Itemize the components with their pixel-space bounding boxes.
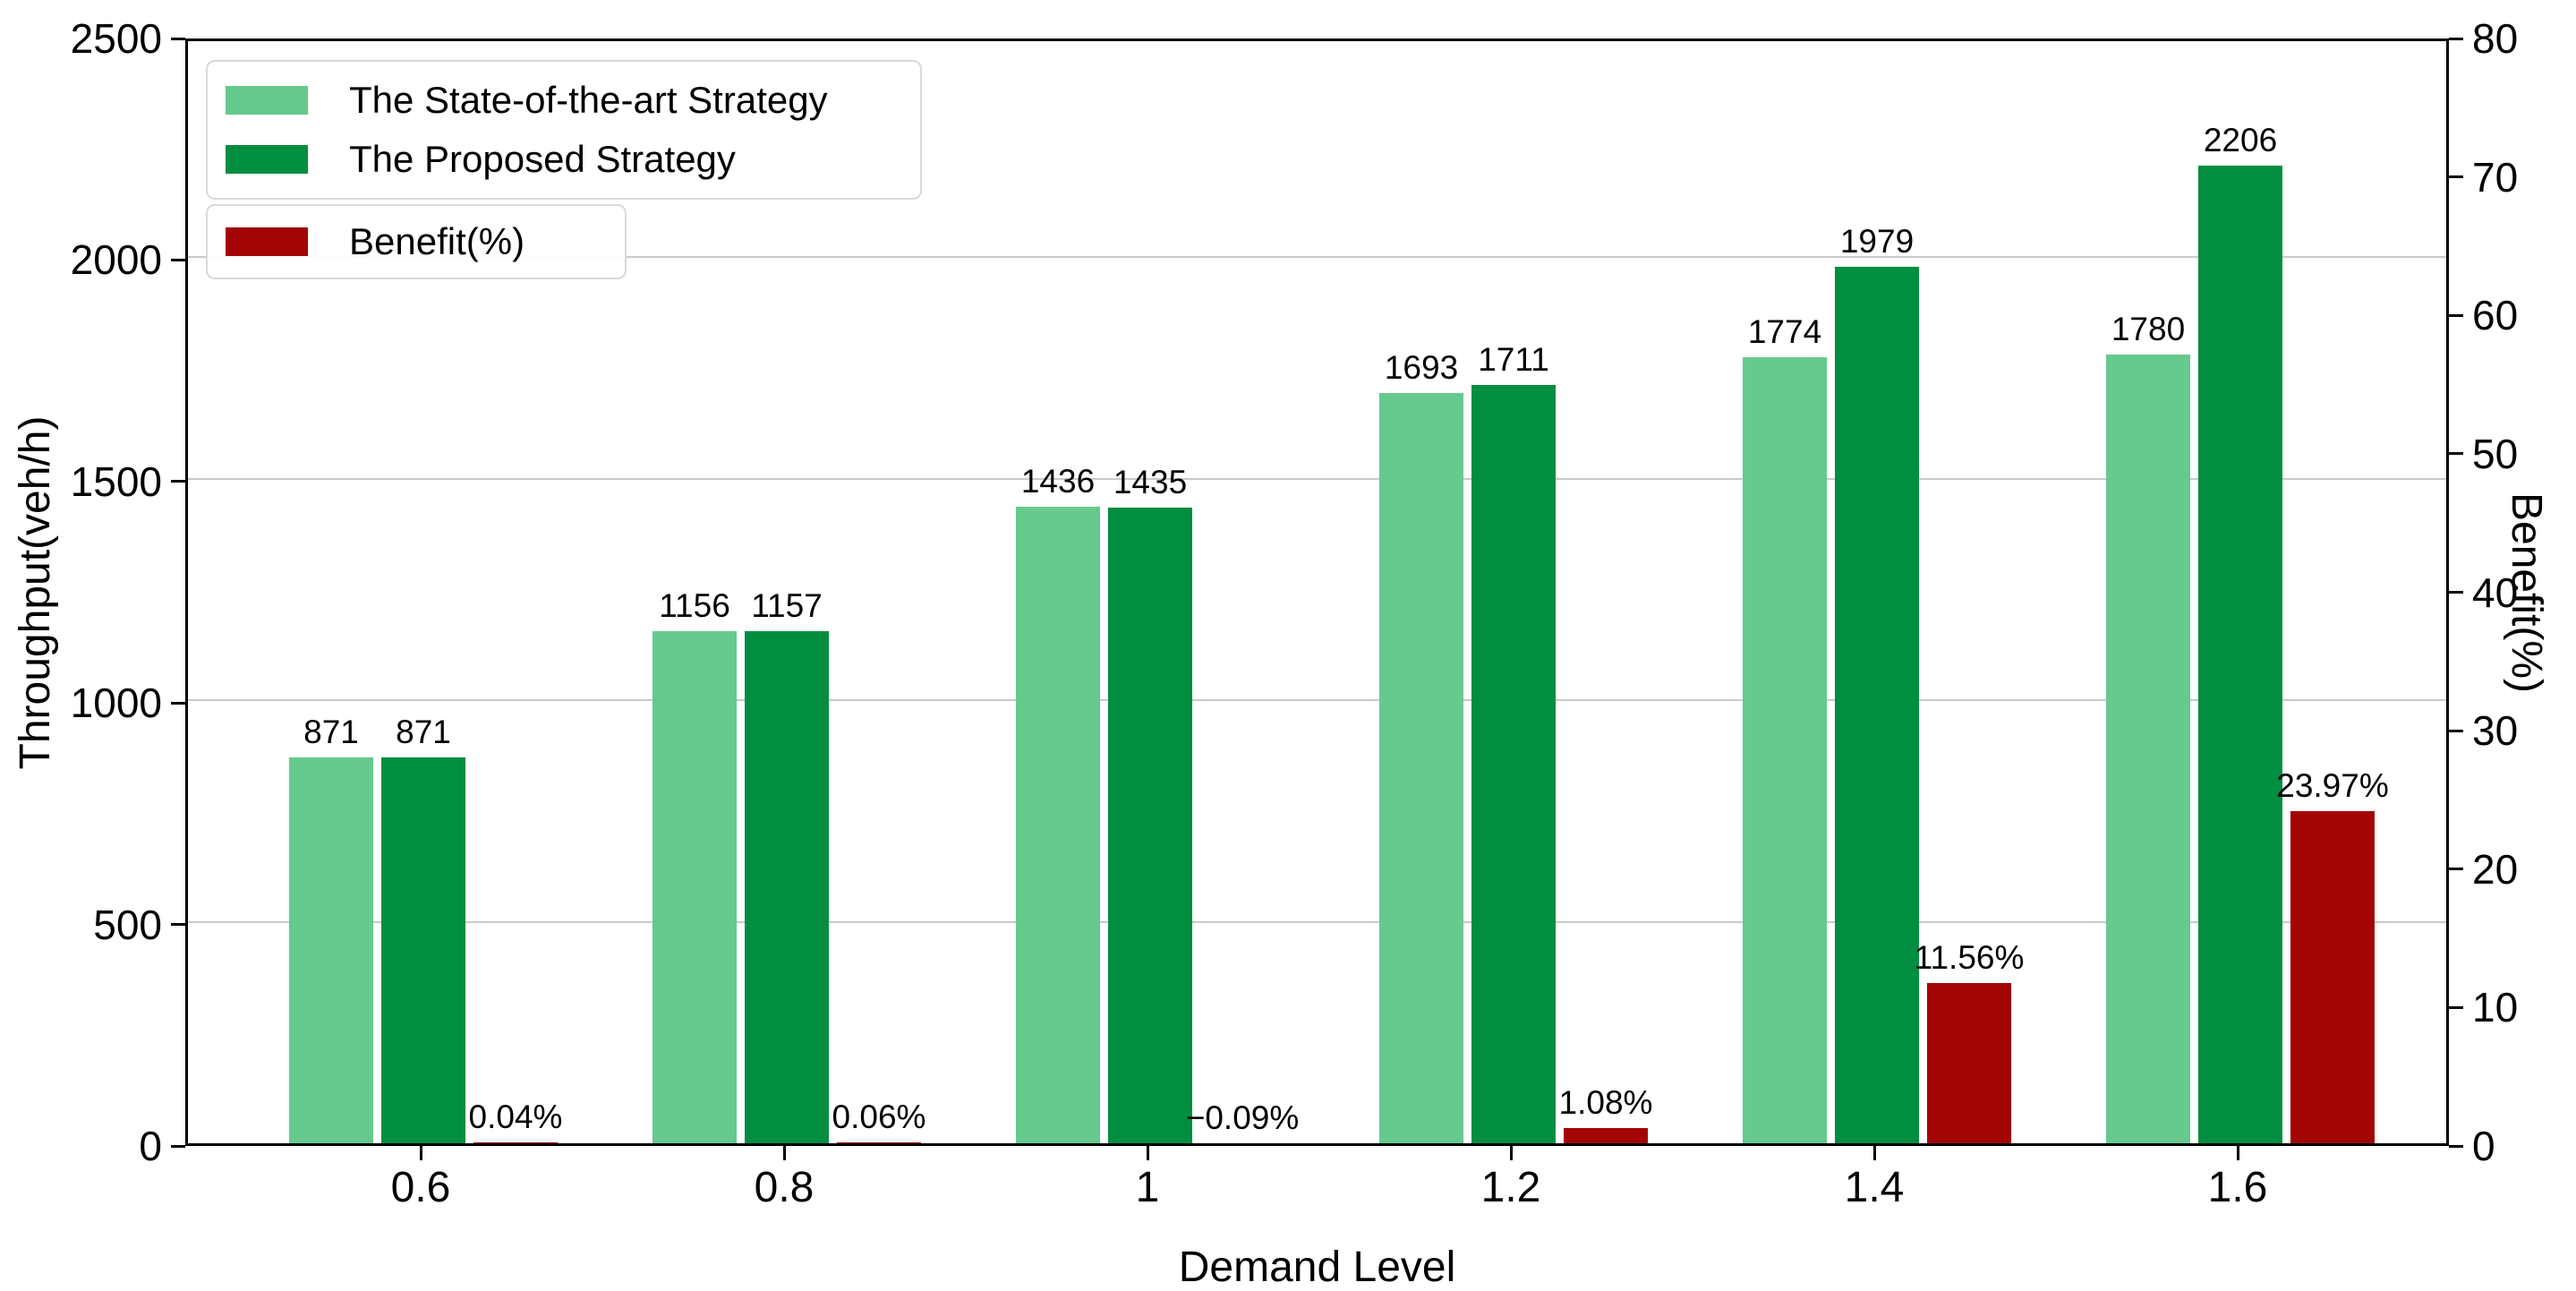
bar-state-of-the-art xyxy=(2106,355,2190,1143)
legend-item-benefit: Benefit(%) xyxy=(226,215,607,269)
bar-value-label-benefit: −0.09% xyxy=(1185,1099,1300,1136)
bar-benefit xyxy=(2290,811,2375,1143)
legend-item-proposed: The Proposed Strategy xyxy=(226,130,902,189)
bar-value-label-state-of-the-art: 1156 xyxy=(659,587,730,625)
y-right-tick xyxy=(2449,175,2463,179)
x-tick xyxy=(1146,1146,1149,1160)
x-tick-label: 1 xyxy=(1135,1164,1160,1211)
bar-value-label-proposed: 871 xyxy=(396,714,451,751)
bar-value-label-proposed: 1711 xyxy=(1478,341,1549,379)
y-right-tick-label: 70 xyxy=(2472,153,2519,201)
x-tick xyxy=(782,1146,786,1160)
y-right-tick-label: 60 xyxy=(2472,292,2519,339)
y-left-tick-label: 0 xyxy=(139,1123,162,1169)
bar-value-label-benefit: 11.56% xyxy=(1914,939,2025,977)
y-left-tick xyxy=(171,1144,185,1148)
bar-proposed xyxy=(2198,166,2282,1143)
x-axis-title: Demand Level xyxy=(1178,1244,1456,1291)
y-left-tick xyxy=(171,37,185,40)
bar-value-label-proposed: 1979 xyxy=(1839,222,1915,260)
y-left-tick-label: 1500 xyxy=(70,457,162,505)
y-right-tick-label: 20 xyxy=(2472,845,2519,893)
bar-proposed xyxy=(745,630,829,1143)
bar-proposed xyxy=(381,757,465,1143)
bar-benefit xyxy=(1564,1128,1648,1143)
y-right-tick-label: 0 xyxy=(2472,1123,2495,1169)
y-right-tick xyxy=(2449,37,2463,40)
x-tick xyxy=(2236,1146,2239,1160)
bar-value-label-state-of-the-art: 1780 xyxy=(2111,311,2186,348)
gridline xyxy=(188,699,2446,702)
bar-value-label-proposed: 1435 xyxy=(1113,463,1188,500)
bar-benefit xyxy=(473,1142,558,1143)
bar-value-label-benefit: 23.97% xyxy=(2276,767,2389,805)
gridline xyxy=(188,256,2446,259)
y-left-tick xyxy=(171,923,185,927)
y-right-tick xyxy=(2449,1144,2463,1148)
legend-box-strategies: The State-of-the-art Strategy The Propose… xyxy=(206,60,922,200)
bar-state-of-the-art xyxy=(653,631,737,1143)
x-tick xyxy=(419,1146,422,1160)
x-tick-label: 1.2 xyxy=(1480,1164,1541,1211)
y-left-tick-label: 1000 xyxy=(70,680,162,727)
bar-value-label-state-of-the-art: 1436 xyxy=(1020,463,1096,500)
y-left-tick-label: 2000 xyxy=(70,236,162,284)
x-tick-label: 0.8 xyxy=(754,1164,815,1211)
bar-state-of-the-art xyxy=(289,757,373,1143)
x-tick-label: 1.6 xyxy=(2207,1164,2268,1211)
bar-value-label-proposed: 1157 xyxy=(751,586,823,624)
bar-state-of-the-art xyxy=(1379,393,1463,1143)
y-left-tick-label: 500 xyxy=(93,901,162,948)
y-right-tick xyxy=(2449,313,2463,317)
y-right-tick-label: 10 xyxy=(2472,984,2519,1031)
bar-proposed xyxy=(1108,507,1192,1143)
bar-value-label-benefit: 0.06% xyxy=(832,1099,926,1136)
y-right-tick-label: 30 xyxy=(2472,707,2519,755)
x-tick-label: 0.6 xyxy=(390,1164,451,1211)
legend-item-state-of-the-art: The State-of-the-art Strategy xyxy=(226,71,902,130)
y-right-tick xyxy=(2449,452,2463,456)
y-right-tick-label: 50 xyxy=(2472,430,2519,477)
bar-proposed xyxy=(1471,385,1556,1143)
gridline xyxy=(188,477,2446,480)
plot-area: 871 1156 1436 1693 1774 1780 871 1157 1435 1711 19… xyxy=(185,38,2449,1146)
y-right-tick xyxy=(2449,1005,2463,1009)
gridline xyxy=(188,920,2446,923)
y-right-tick-label: 40 xyxy=(2472,569,2519,616)
y-left-tick xyxy=(171,480,185,483)
legend-swatch-benefit xyxy=(226,227,308,256)
y-right-tick xyxy=(2449,729,2463,732)
bar-value-label-state-of-the-art: 871 xyxy=(303,714,359,751)
y-right-tick-label: 80 xyxy=(2472,15,2519,62)
legend-swatch-proposed xyxy=(226,145,308,174)
x-tick xyxy=(1509,1146,1513,1160)
bar-value-label-proposed: 2206 xyxy=(2203,122,2278,159)
bar-value-label-state-of-the-art: 1774 xyxy=(1747,313,1822,351)
legend-label-state-of-the-art: The State-of-the-art Strategy xyxy=(349,79,828,121)
legend-label-benefit: Benefit(%) xyxy=(349,220,525,262)
y-left-tick xyxy=(171,258,185,261)
legend-label-proposed: The Proposed Strategy xyxy=(349,138,736,180)
y-right-tick xyxy=(2449,868,2463,871)
bar-state-of-the-art xyxy=(1743,357,1827,1143)
y-left-tick xyxy=(171,701,185,705)
bar-benefit xyxy=(1927,983,2011,1143)
x-tick-label: 1.4 xyxy=(1844,1164,1905,1211)
y-right-tick xyxy=(2449,591,2463,594)
bar-proposed xyxy=(1835,266,1919,1143)
legend-swatch-state-of-the-art xyxy=(226,86,308,115)
x-tick xyxy=(1872,1146,1876,1160)
bar-value-label-state-of-the-art: 1693 xyxy=(1384,349,1459,387)
bar-state-of-the-art xyxy=(1016,507,1100,1143)
y-axis-title-left: Throughput(veh/h) xyxy=(12,415,59,769)
bar-value-label-benefit: 0.04% xyxy=(468,1099,563,1136)
legend-box-benefit: Benefit(%) xyxy=(206,204,627,279)
bar-value-label-benefit: 1.08% xyxy=(1558,1084,1653,1122)
y-left-tick-label: 2500 xyxy=(70,15,162,62)
bar-benefit xyxy=(837,1142,921,1143)
